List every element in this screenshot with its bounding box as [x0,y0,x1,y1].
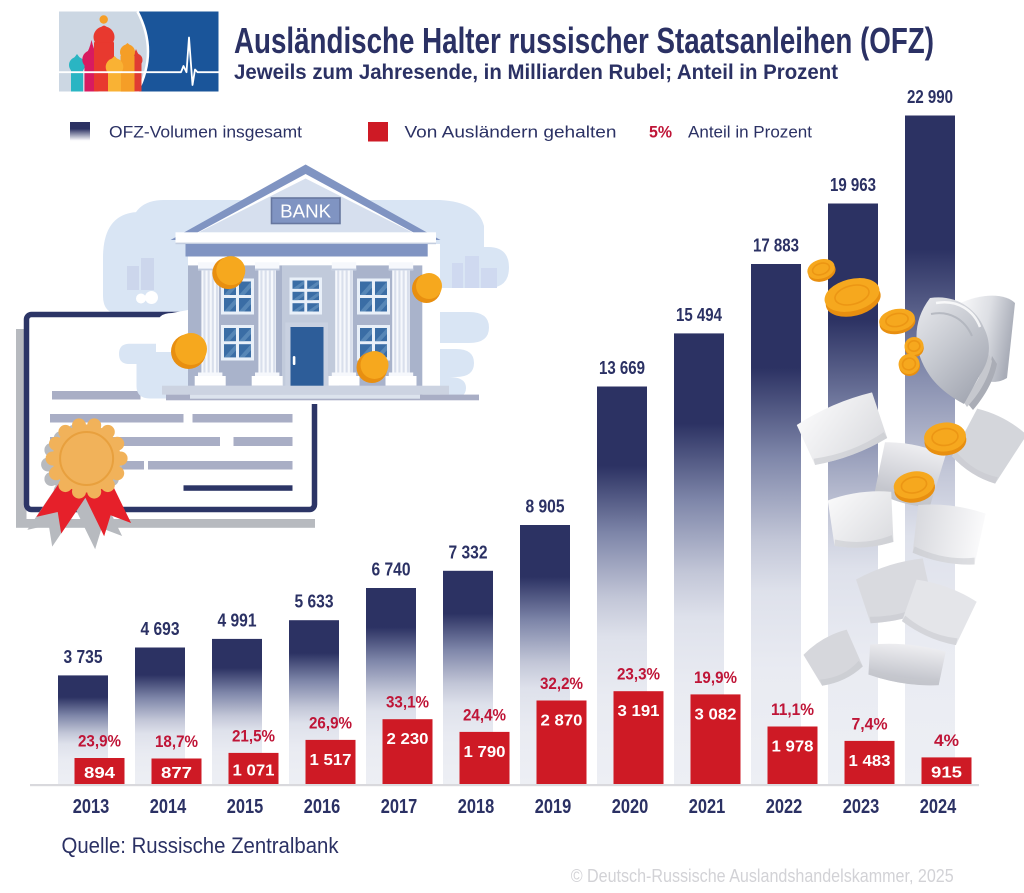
svg-text:2022: 2022 [766,796,803,818]
svg-text:2023: 2023 [843,796,880,818]
svg-text:Jeweils zum Jahresende, in Mil: Jeweils zum Jahresende, in Milliarden Ru… [234,60,838,84]
svg-text:5%: 5% [649,123,672,142]
svg-text:2 870: 2 870 [541,713,583,730]
svg-text:894: 894 [84,765,115,782]
svg-text:BANK: BANK [280,202,331,222]
svg-text:33,1%: 33,1% [386,693,429,712]
svg-text:2013: 2013 [73,796,110,818]
svg-text:2017: 2017 [381,796,418,818]
svg-text:4 693: 4 693 [141,619,180,639]
svg-text:7 332: 7 332 [449,542,488,562]
svg-text:1 071: 1 071 [233,762,275,779]
svg-text:23,3%: 23,3% [617,665,660,684]
svg-text:19 963: 19 963 [830,175,876,195]
svg-text:23,9%: 23,9% [78,732,121,751]
svg-text:13 669: 13 669 [599,358,645,378]
svg-text:Von Ausländern gehalten: Von Ausländern gehalten [405,123,617,142]
svg-text:OFZ-Volumen insgesamt: OFZ-Volumen insgesamt [109,123,302,142]
svg-text:15 494: 15 494 [676,305,722,325]
svg-text:Anteil in Prozent: Anteil in Prozent [688,123,812,142]
svg-text:22 990: 22 990 [907,87,953,107]
svg-text:2020: 2020 [612,796,649,818]
svg-text:2021: 2021 [689,796,726,818]
svg-text:1 483: 1 483 [849,753,891,770]
svg-text:2024: 2024 [920,796,957,818]
svg-text:Quelle: Russische Zentralbank: Quelle: Russische Zentralbank [62,833,340,858]
svg-text:2015: 2015 [227,796,264,818]
svg-text:21,5%: 21,5% [232,726,275,745]
svg-text:7,4%: 7,4% [852,714,888,733]
svg-text:1 978: 1 978 [772,739,814,756]
svg-text:3 191: 3 191 [618,703,660,720]
svg-text:2018: 2018 [458,796,495,818]
svg-text:1 517: 1 517 [310,752,352,769]
svg-text:2016: 2016 [304,796,341,818]
svg-text:915: 915 [931,765,962,782]
svg-text:4 991: 4 991 [218,610,257,630]
svg-text:11,1%: 11,1% [771,700,814,719]
svg-text:Ausländische Halter russischer: Ausländische Halter russischer Staatsanl… [234,20,934,61]
svg-text:24,4%: 24,4% [463,705,506,724]
svg-text:2014: 2014 [150,796,187,818]
svg-text:3 082: 3 082 [695,706,737,723]
svg-text:© Deutsch-Russische Auslandsha: © Deutsch-Russische Auslandshandelskamme… [571,865,954,886]
svg-text:1 790: 1 790 [464,744,506,761]
svg-text:6 740: 6 740 [372,560,411,580]
svg-text:18,7%: 18,7% [155,732,198,751]
svg-text:4%: 4% [934,731,959,750]
svg-text:2 230: 2 230 [387,731,429,748]
svg-text:8 905: 8 905 [526,497,565,517]
svg-text:877: 877 [161,765,192,782]
svg-text:3 735: 3 735 [64,647,103,667]
svg-text:26,9%: 26,9% [309,713,352,732]
svg-text:5 633: 5 633 [295,592,334,612]
svg-text:17 883: 17 883 [753,236,799,256]
svg-text:19,9%: 19,9% [694,668,737,687]
svg-text:2019: 2019 [535,796,572,818]
svg-text:32,2%: 32,2% [540,674,583,693]
